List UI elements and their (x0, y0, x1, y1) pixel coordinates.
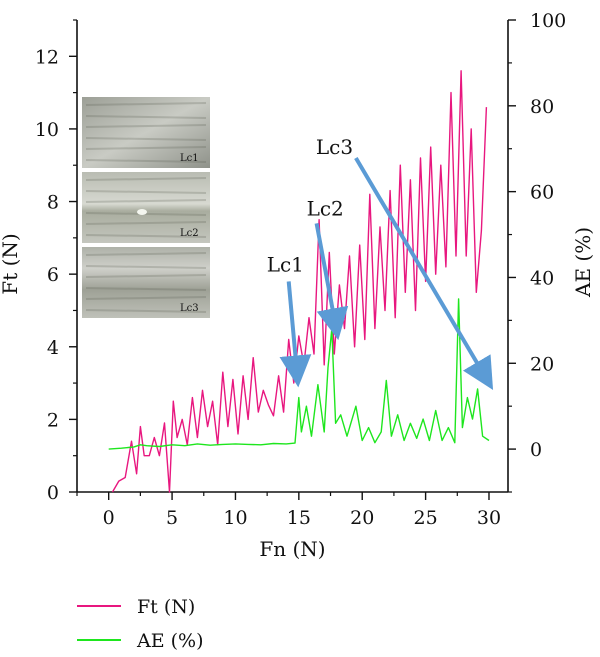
annotation-arrow (279, 281, 312, 388)
inset-label: Lc3 (180, 303, 199, 314)
y-right-tick-label: 80 (530, 96, 554, 118)
micrograph-image (82, 97, 210, 168)
legend-entry: Ft (N) (137, 596, 195, 618)
annotation-layer: Lc1 Lc2 Lc3 (267, 135, 494, 390)
y-left-axis-title: Ft (N) (0, 233, 22, 294)
micrograph-texture (85, 234, 207, 238)
inset-micrograph: Lc3 (82, 247, 210, 318)
legend: Ft (N) AE (%) (77, 596, 204, 652)
micrograph-texture (85, 102, 207, 106)
annotation-arrow (314, 222, 349, 341)
series-layer (108, 70, 490, 493)
y-right-axis-title: AE (%) (571, 227, 595, 298)
x-tick-label: 30 (477, 507, 501, 529)
micrograph-texture (85, 159, 207, 163)
inset-micrograph: Lc2 (82, 172, 210, 243)
series-line-ft (111, 70, 488, 493)
micrograph-image (82, 172, 210, 243)
micrograph-texture (85, 146, 207, 150)
y-right-tick-label: 40 (530, 267, 554, 289)
x-tick-label: 25 (414, 507, 438, 529)
annotation-label: Lc1 (267, 252, 304, 276)
micrograph-texture (85, 252, 207, 256)
y-right-tick-label: 60 (530, 182, 554, 204)
micrograph-image (82, 247, 210, 318)
y-left-tick-label: 4 (47, 337, 59, 359)
inset-micrograph: Lc1 (82, 97, 210, 168)
y-right-tick-label: 0 (530, 439, 542, 461)
y-left-tick-label: 0 (47, 482, 59, 504)
annotation-arrow (354, 156, 494, 390)
y-right-tick-label: 100 (530, 10, 566, 32)
x-tick-label: 10 (223, 507, 247, 529)
micrograph-texture (85, 190, 207, 194)
micrograph-texture (85, 296, 207, 300)
y-left-tick-label: 10 (35, 119, 59, 141)
inset-label: Lc2 (180, 228, 199, 239)
y-left-tick-label: 12 (35, 46, 59, 68)
micrograph-texture (137, 209, 147, 215)
micrograph-texture (85, 137, 207, 141)
micrograph-texture (85, 265, 207, 269)
micrograph-texture (85, 309, 207, 313)
y-left-tick-label: 6 (47, 264, 59, 286)
micrograph-texture (85, 124, 207, 128)
annotation-label: Lc2 (307, 196, 344, 220)
y-left-tick-label: 2 (47, 409, 59, 431)
series-line-ae (108, 298, 490, 450)
annotation-label: Lc3 (316, 135, 353, 159)
legend-entry: AE (%) (136, 630, 204, 652)
inset-label: Lc1 (180, 153, 199, 164)
x-tick-label: 5 (166, 507, 178, 529)
micrograph-texture (85, 274, 207, 278)
micrograph-texture (85, 287, 207, 291)
inset-micrographs: Lc1 Lc2 Lc3 (82, 97, 210, 318)
micrograph-texture (85, 212, 207, 216)
micrograph-texture (85, 115, 207, 119)
micrograph-texture (85, 199, 207, 203)
y-right-tick-label: 20 (530, 353, 554, 375)
x-tick-label: 15 (287, 507, 311, 529)
micrograph-texture (85, 221, 207, 225)
x-tick-label: 20 (350, 507, 374, 529)
micrograph-texture (85, 177, 207, 181)
x-tick-label: 0 (103, 507, 115, 529)
x-axis-title: Fn (N) (259, 537, 325, 561)
axes: 0 5 10 15 20 25 30 0 2 4 6 8 10 12 0 20 40 60 80 100 Fn (N) F… (0, 10, 595, 561)
y-left-tick-label: 8 (47, 192, 59, 214)
